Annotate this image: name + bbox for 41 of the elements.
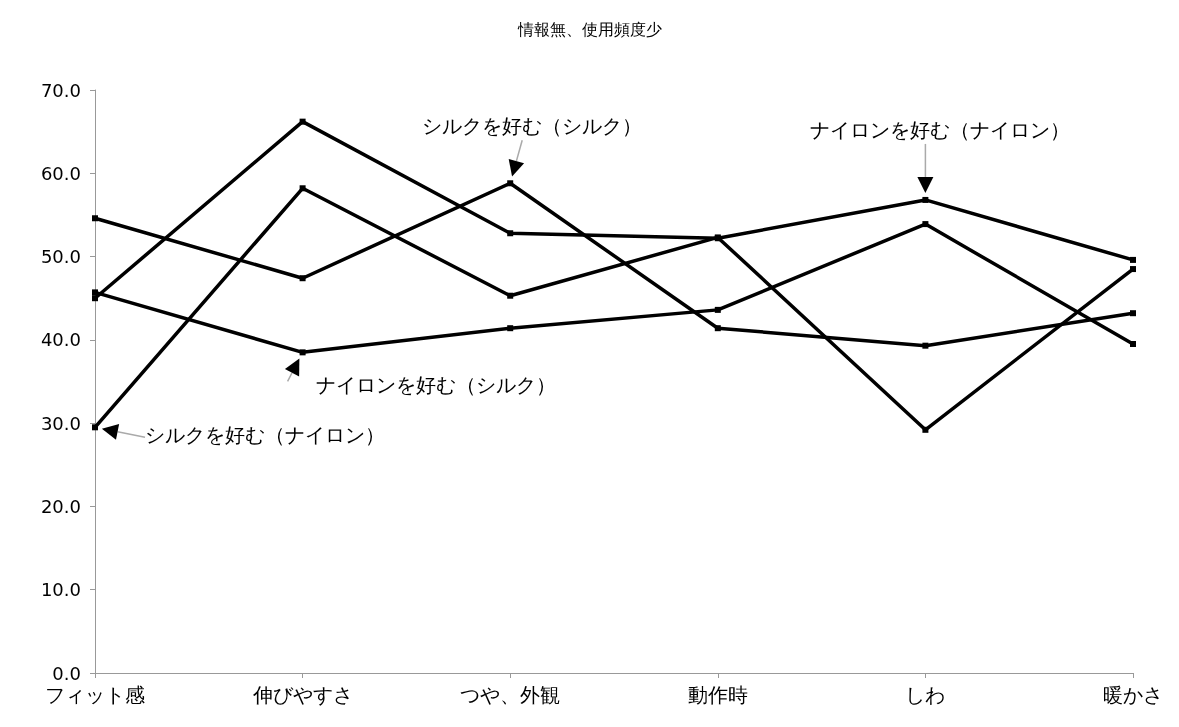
x-tick-label: 動作時 — [687, 683, 748, 707]
point — [507, 325, 514, 332]
y-tick-label: 30.0 — [40, 412, 81, 434]
point — [1130, 256, 1136, 263]
point — [922, 221, 929, 228]
annotation: ナイロンを好む（シルク） — [315, 373, 556, 398]
point — [922, 342, 929, 349]
point — [714, 325, 721, 332]
point — [507, 180, 514, 187]
y-tick-label: 40.0 — [40, 329, 81, 351]
point — [92, 424, 98, 431]
point — [507, 292, 514, 299]
point — [92, 289, 98, 296]
annotation: ナイロンを好む（ナイロン） — [810, 117, 1071, 142]
point — [1130, 310, 1136, 317]
point — [299, 118, 306, 125]
chart-title: 情報無、使用頻度少 — [516, 19, 662, 39]
point — [922, 426, 929, 433]
y-tick-label: 50.0 — [40, 246, 81, 268]
x-tick-label: 暖かさ — [1103, 683, 1163, 707]
y-tick-label: 20.0 — [40, 495, 81, 517]
point — [299, 275, 306, 282]
point — [1130, 341, 1136, 348]
x-tick-label: しわ — [905, 683, 946, 707]
y-tick-label: 60.0 — [40, 162, 81, 184]
y-tick-label: 0.0 — [52, 662, 81, 684]
point — [299, 185, 306, 192]
x-tick-label: フィット感 — [45, 683, 145, 707]
point — [922, 196, 929, 203]
annotation: シルクを好む（シルク） — [422, 114, 643, 139]
point — [299, 349, 306, 356]
point — [714, 306, 721, 313]
point — [507, 230, 514, 237]
y-tick-label: 70.0 — [40, 79, 81, 101]
y-tick-label: 10.0 — [40, 579, 81, 601]
point — [1130, 266, 1136, 273]
x-tick-label: つや、外観 — [460, 683, 561, 707]
annotation: シルクを好む（ナイロン） — [145, 423, 385, 448]
point — [92, 295, 98, 302]
point — [92, 215, 98, 222]
x-tick-label: 伸びやすさ — [251, 683, 353, 707]
